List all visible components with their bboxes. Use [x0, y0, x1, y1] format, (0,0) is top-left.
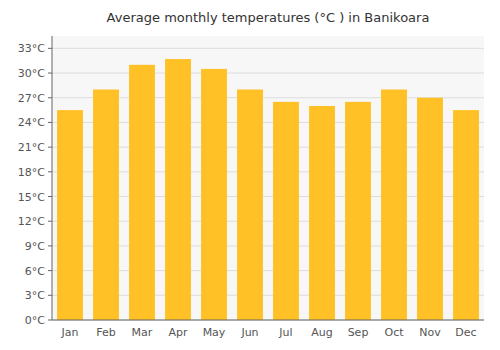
y-tick — [48, 295, 52, 296]
y-tick-label: 18°C — [18, 166, 45, 179]
bars — [57, 59, 479, 320]
y-tick-label: 30°C — [18, 67, 45, 80]
y-tick — [48, 221, 52, 222]
title: Average monthly temperatures (°C ) in Ba… — [107, 10, 430, 25]
y-tick-label: 6°C — [25, 265, 45, 278]
x-tick-label: Aug — [311, 326, 332, 339]
y-tick — [48, 196, 52, 197]
x-tick-label: Jan — [61, 326, 79, 339]
x-tick-label: Feb — [96, 326, 115, 339]
y-tick — [48, 147, 52, 148]
bar — [165, 59, 191, 320]
y-tick — [48, 320, 52, 321]
bar — [57, 110, 83, 320]
bar — [417, 98, 443, 320]
x-tick-label: May — [203, 326, 226, 339]
x-tick-label: Dec — [455, 326, 476, 339]
grid-line — [52, 73, 484, 74]
y-tick-label: 0°C — [25, 314, 45, 327]
x-tick-label: Jul — [278, 326, 292, 339]
y-tick — [48, 270, 52, 271]
x-tick-label: Jun — [240, 326, 258, 339]
y-tick — [48, 171, 52, 172]
y-tick-label: 15°C — [18, 191, 45, 204]
y-tick-labels: 0°C 3°C 6°C 9°C 12°C 15°C 18°C 21°C 24°C 27°C 30°C… — [18, 42, 52, 327]
x-axis-line — [52, 320, 484, 321]
x-tick-label: Mar — [132, 326, 153, 339]
y-tick-label: 33°C — [18, 42, 45, 55]
y-tick-label: 9°C — [25, 240, 45, 253]
y-tick-label: 12°C — [18, 215, 45, 228]
bar — [453, 110, 479, 320]
y-tick — [48, 122, 52, 123]
x-tick-label: Sep — [348, 326, 369, 339]
x-tick-labels: Jan Feb Mar Apr May Jun Jul Aug Sep Oct Nov Dec — [61, 326, 477, 339]
bar — [345, 102, 371, 320]
bar — [93, 90, 119, 320]
y-tick-label: 3°C — [25, 289, 45, 302]
chart-container: Average monthly temperatures (°C ) in Ba… — [0, 0, 500, 350]
plot-background — [52, 36, 484, 320]
bar — [237, 90, 263, 320]
y-tick — [48, 48, 52, 49]
x-tick-label: Oct — [384, 326, 404, 339]
x-tick-label: Apr — [168, 326, 188, 339]
y-tick-label: 24°C — [18, 116, 45, 129]
y-tick-label: 27°C — [18, 92, 45, 105]
bar — [273, 102, 299, 320]
bar — [201, 69, 227, 320]
y-tick — [48, 97, 52, 98]
y-tick-label: 21°C — [18, 141, 45, 154]
grid-line — [52, 48, 484, 49]
bar — [381, 90, 407, 320]
y-tick — [48, 73, 52, 74]
bar — [129, 65, 155, 320]
bar — [309, 106, 335, 320]
y-axis-line — [52, 36, 53, 320]
grid — [52, 48, 484, 320]
chart-svg: Average monthly temperatures (°C ) in Ba… — [0, 0, 500, 350]
grid-line — [52, 320, 484, 321]
x-tick-label: Nov — [419, 326, 441, 339]
y-tick — [48, 245, 52, 246]
